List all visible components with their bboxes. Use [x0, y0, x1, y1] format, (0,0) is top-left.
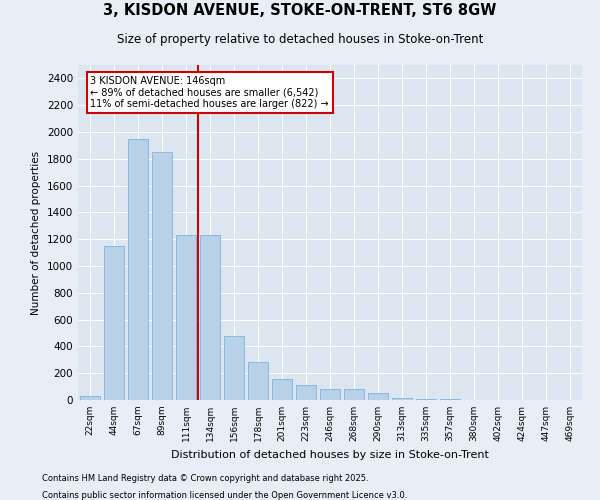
Bar — [368, 394, 388, 400]
Bar — [344, 390, 364, 400]
Bar — [128, 138, 148, 400]
Y-axis label: Number of detached properties: Number of detached properties — [31, 150, 41, 314]
Bar — [200, 235, 220, 400]
Bar — [248, 362, 268, 400]
Bar — [224, 336, 244, 400]
X-axis label: Distribution of detached houses by size in Stoke-on-Trent: Distribution of detached houses by size … — [171, 450, 489, 460]
Text: 3 KISDON AVENUE: 146sqm
← 89% of detached houses are smaller (6,542)
11% of semi: 3 KISDON AVENUE: 146sqm ← 89% of detache… — [91, 76, 329, 109]
Bar — [320, 390, 340, 400]
Text: 3, KISDON AVENUE, STOKE-ON-TRENT, ST6 8GW: 3, KISDON AVENUE, STOKE-ON-TRENT, ST6 8G… — [103, 3, 497, 18]
Bar — [392, 398, 412, 400]
Text: Contains public sector information licensed under the Open Government Licence v3: Contains public sector information licen… — [42, 491, 407, 500]
Bar — [104, 246, 124, 400]
Text: Contains HM Land Registry data © Crown copyright and database right 2025.: Contains HM Land Registry data © Crown c… — [42, 474, 368, 483]
Bar — [152, 152, 172, 400]
Bar — [296, 386, 316, 400]
Text: Size of property relative to detached houses in Stoke-on-Trent: Size of property relative to detached ho… — [117, 33, 483, 46]
Bar — [176, 235, 196, 400]
Bar — [272, 378, 292, 400]
Bar — [416, 399, 436, 400]
Bar — [80, 396, 100, 400]
